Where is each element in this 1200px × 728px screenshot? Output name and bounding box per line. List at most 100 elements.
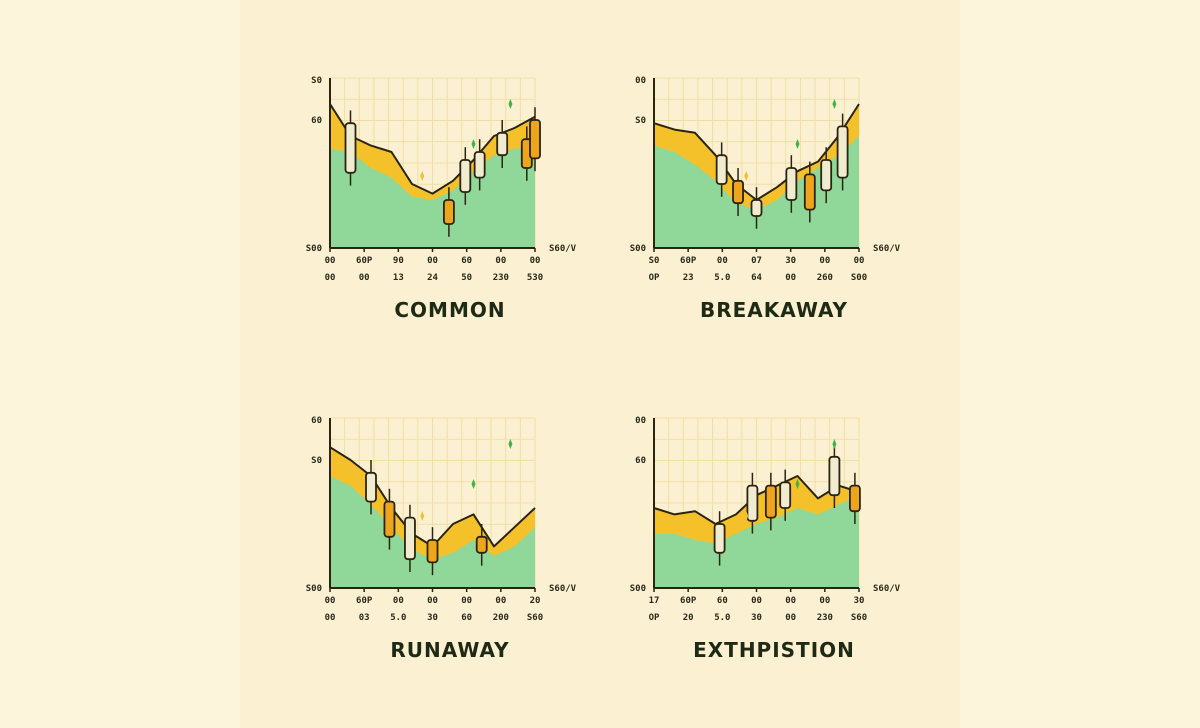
x-tick-label: 00: [854, 256, 865, 266]
panel-common: S0 60 S00 00 60P 90 00 60 00 00 00 00 13 24 50 230 530 S6…: [300, 58, 600, 358]
candle-body: [496, 131, 509, 157]
figure-canvas: S0 60 S00 00 60P 90 00 60 00 00 00 00 13 24 50 230 530 S6…: [240, 0, 960, 728]
sparkle-icon: [795, 139, 800, 149]
candle-body: [475, 535, 488, 554]
x-tick-label: 60P: [680, 596, 697, 606]
x-tick-label: 20: [530, 596, 541, 606]
x-tick-label: 20: [683, 613, 694, 623]
sparkle-icon: [471, 479, 476, 489]
x-tick-label: 00: [427, 596, 438, 606]
x-tick-label: 00: [751, 596, 762, 606]
sparkle-icon: [832, 439, 837, 449]
candle-body: [715, 154, 728, 185]
x-tick-label: 00: [785, 273, 796, 283]
candle-body: [779, 481, 792, 509]
candle-body: [746, 484, 759, 522]
candle-body: [732, 179, 744, 205]
chart-title: RUNAWAY: [390, 638, 510, 662]
y-tick-label: S00: [630, 244, 646, 254]
sparkle-icon: [420, 511, 425, 521]
y-tick-label: 00: [635, 416, 646, 426]
y-tick-label: S0: [311, 456, 322, 466]
x-tick-label: 00: [495, 596, 506, 606]
x-tick-label: 5.0: [390, 613, 406, 623]
sparkle-icon: [795, 479, 800, 489]
candle-body: [828, 455, 841, 497]
x-tick-label: 24: [427, 273, 438, 283]
candle-body: [764, 484, 777, 519]
green-area: [654, 495, 859, 588]
candle-body: [459, 159, 472, 193]
x-tick-label: 30: [785, 256, 796, 266]
x-tick-label: 00: [785, 613, 796, 623]
candle-body: [803, 173, 816, 211]
x-tick-label: 200: [493, 613, 509, 623]
x-tick-label: 17: [649, 596, 660, 606]
x-tick-label: 00: [717, 256, 728, 266]
x-tick-label: 90: [393, 256, 404, 266]
sparkle-icon: [744, 511, 749, 521]
candle-body: [529, 119, 541, 160]
x-tick-label: 60: [461, 256, 472, 266]
green-area: [330, 476, 535, 588]
x-tick-label: 30: [854, 596, 865, 606]
x-tick-label: S00: [851, 273, 867, 283]
green-area: [654, 136, 859, 248]
y-tick-label: S00: [630, 584, 646, 594]
chart-title: COMMON: [394, 298, 506, 322]
panel-exhaustion: 00 60 S00 17 60P 60 00 00 00 30 OP 20 5.0 30 00 230 S60 S…: [624, 398, 924, 698]
x-tick-label: 60: [717, 596, 728, 606]
x-tick-label: 30: [427, 613, 438, 623]
sparkle-icon: [744, 171, 749, 181]
x-tick-label: 5.0: [714, 273, 730, 283]
x-tick-label: 230: [817, 613, 833, 623]
y-axis-right-label: S60/V: [549, 584, 577, 594]
x-tick-label: 00: [530, 256, 541, 266]
candle-body: [848, 484, 861, 513]
candle-body: [713, 523, 726, 554]
sparkle-icon: [508, 439, 513, 449]
x-tick-label: 00: [325, 613, 336, 623]
panel-runaway: 60 S0 S00 00 60P 00 00 00 00 20 00 03 5.0 30 60 200 S60 S…: [300, 398, 600, 698]
x-tick-label: 60P: [356, 256, 373, 266]
y-tick-label: S00: [306, 244, 322, 254]
x-tick-label: 00: [461, 596, 472, 606]
x-tick-label: 00: [325, 596, 336, 606]
y-tick-label: S00: [306, 584, 322, 594]
x-tick-label: 60P: [356, 596, 373, 606]
chart-title: BREAKAWAY: [699, 298, 849, 322]
candle-body: [473, 151, 486, 179]
x-tick-label: 530: [527, 273, 543, 283]
x-tick-label: 64: [751, 273, 762, 283]
candle-body: [383, 500, 396, 538]
x-tick-label: 00: [785, 596, 796, 606]
x-tick-label: 00: [819, 256, 830, 266]
candle-body: [750, 199, 763, 217]
y-axis-right-label: S60/V: [873, 244, 901, 254]
y-tick-label: 60: [311, 116, 322, 126]
sparkle-icon: [832, 99, 837, 109]
x-tick-label: 03: [359, 613, 370, 623]
x-tick-label: 60P: [680, 256, 697, 266]
x-tick-label: 230: [493, 273, 509, 283]
x-tick-label: 00: [819, 596, 830, 606]
y-tick-label: 60: [311, 416, 322, 426]
sparkle-icon: [420, 171, 425, 181]
x-tick-label: OP: [649, 273, 660, 283]
candle-body: [442, 199, 455, 225]
candle-body: [404, 516, 416, 561]
y-axis-right-label: S60/V: [549, 244, 577, 254]
y-tick-label: 00: [635, 76, 646, 86]
x-tick-label: 00: [427, 256, 438, 266]
x-tick-label: 00: [325, 273, 336, 283]
candle-body: [785, 167, 798, 201]
chart-title: EXTHPISTION: [693, 638, 855, 662]
x-tick-label: 13: [393, 273, 404, 283]
candle-body: [426, 539, 439, 564]
x-tick-label: 00: [325, 256, 336, 266]
x-tick-label: 260: [817, 273, 833, 283]
